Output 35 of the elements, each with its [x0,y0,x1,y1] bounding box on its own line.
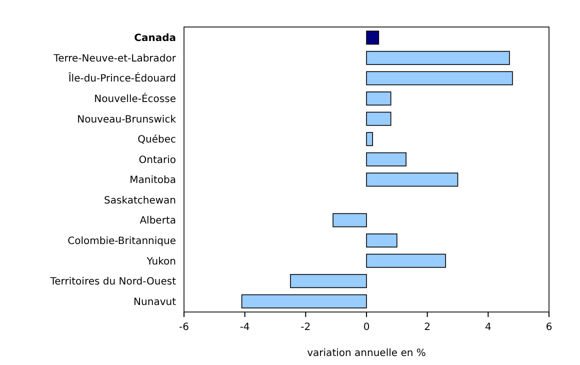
y-tick-label: Île-du-Prince-Édouard [68,72,176,85]
y-tick-label: Ontario [138,154,176,166]
x-tick-label: -4 [240,322,250,333]
y-tick-label: Nouvelle-Écosse [94,92,176,106]
x-tick-label: -2 [300,322,311,333]
y-tick-label: Québec [138,134,176,146]
x-tick-label: 2 [424,322,431,333]
y-tick-label: Terre-Neuve-et-Labrador [52,53,177,64]
y-tick-label: Colombie-Britannique [68,236,176,247]
y-tick-label: Canada [134,33,176,44]
bar [366,234,398,248]
bar [366,92,392,106]
bar [366,50,510,65]
y-tick-label: Saskatchewan [104,195,176,206]
y-tick-label: Manitoba [130,175,176,186]
bar [366,152,406,166]
bar [366,254,446,268]
bar [366,30,380,45]
y-tick-label: Alberta [140,216,176,227]
bar [366,132,373,146]
bar [366,112,392,126]
bar [366,71,513,86]
y-tick-label: Nouveau-Brunswick [77,114,176,126]
y-tick-label: Nunavut [134,296,176,308]
x-tick-label: 4 [484,322,492,333]
x-axis-title: variation annuelle en % [307,348,426,359]
x-tick-label: 6 [546,322,552,333]
bar [332,213,367,228]
y-tick-label: Territoires du Nord-Ouest [49,276,176,288]
bar [366,172,458,187]
bar [290,274,367,288]
bar [241,294,367,308]
x-tick-label: 0 [363,322,370,333]
y-tick-label: Yukon [146,256,176,268]
x-tick-label: -6 [179,322,189,333]
